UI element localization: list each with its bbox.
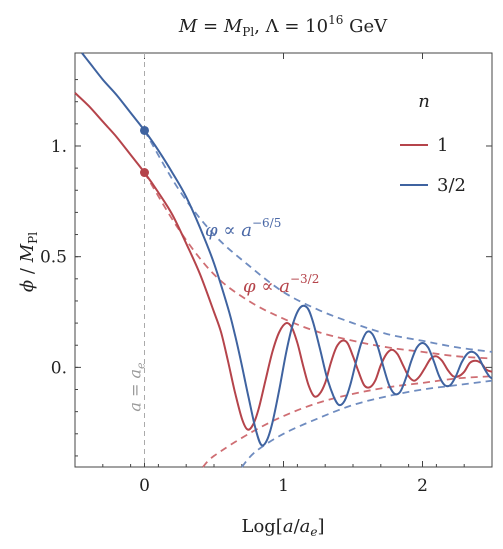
envelope-lower-n1	[202, 375, 493, 468]
x-tick-label-2: 2	[417, 476, 428, 496]
envelope-upper-n32	[143, 130, 493, 353]
series-markers	[140, 125, 149, 178]
title-exp: 16	[328, 13, 343, 27]
title-mpl: M	[223, 16, 243, 37]
y-tick-label-2: 1.	[51, 137, 67, 157]
envelope-label-n1: φ ∝ a−3/2	[243, 272, 319, 297]
title-sep: , Λ = 10	[254, 16, 328, 37]
legend-label-n1: 1	[437, 135, 448, 156]
title-mpl-sub: Pl	[242, 25, 254, 39]
chart-title: M = MPl, Λ = 1016 GeV	[178, 13, 388, 39]
y-tick-label-1: 0.5	[40, 248, 67, 268]
series-line-n1	[74, 92, 493, 431]
series-curves	[74, 52, 493, 447]
y-tick-label-0: 0.	[51, 358, 67, 378]
axis-ticks: 0 1 2 0. 0.5 1.	[40, 53, 493, 496]
legend-label-n32: 3/2	[437, 175, 466, 196]
title-m: M	[178, 16, 198, 37]
y-axis-label: ϕ / MPl	[17, 232, 40, 292]
x-tick-label-1: 1	[278, 476, 289, 496]
envelope-upper-n1	[143, 172, 493, 360]
x-axis-label: Log[a/ae]	[241, 516, 324, 539]
x-tick-label-0: 0	[139, 476, 150, 496]
vertical-marker-label: a = ae	[126, 362, 148, 412]
title-eq: =	[197, 16, 224, 37]
marker-point-n1	[140, 168, 149, 178]
title-unit: GeV	[343, 16, 388, 37]
envelope-label-n32: φ ∝ a−6/5	[205, 216, 281, 241]
legend-title: n	[418, 91, 430, 112]
marker-point-n32	[140, 125, 149, 135]
series-line-n32	[81, 52, 493, 447]
legend: n 1 3/2	[400, 91, 466, 196]
